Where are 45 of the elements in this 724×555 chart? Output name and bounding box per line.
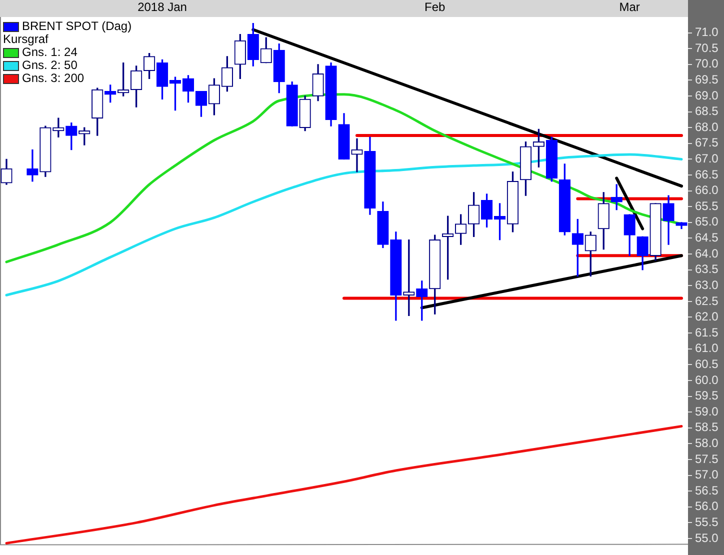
y-tick-label: 61.5 [695, 325, 719, 340]
y-tick-label: 69.5 [695, 72, 719, 87]
candlestick [26, 149, 38, 182]
y-tick-label: 71.0 [695, 25, 719, 40]
y-tick-label: 60.0 [695, 372, 719, 387]
y-tick-label: 67.0 [695, 152, 719, 166]
y-tick-label: 59.0 [695, 404, 719, 418]
y-tick-label: 56.5 [695, 483, 719, 498]
y-tick-label: 65.0 [695, 214, 719, 229]
legend-label: Gns. 1: 24 [22, 45, 78, 59]
y-tick-label: 66.5 [695, 167, 719, 182]
legend-title: Kursgraf [3, 32, 50, 46]
y-tick-label: 58.0 [695, 436, 719, 450]
y-tick-label: 68.5 [695, 104, 719, 118]
y-tick-label: 63.5 [695, 262, 719, 276]
legend-label: BRENT SPOT (Dag) [22, 19, 132, 33]
y-tick-label: 62.5 [695, 294, 719, 308]
y-tick-label: 55.5 [695, 514, 719, 529]
y-tick-label: 60.5 [695, 356, 719, 371]
y-tick-label: 65.5 [695, 198, 719, 213]
legend-label: Gns. 3: 200 [22, 71, 84, 85]
y-tick-label: 58.5 [695, 420, 719, 434]
y-tick-label: 59.5 [695, 388, 719, 403]
line-series [5, 153, 683, 296]
line-series [5, 425, 683, 544]
x-tick-label: Feb [424, 0, 446, 14]
y-tick-label: 57.5 [695, 452, 719, 466]
y-tick-label: 62.0 [695, 310, 719, 324]
x-tick-label: 2018 Jan [138, 0, 187, 14]
y-tick-label: 55.0 [695, 530, 719, 545]
y-tick-label: 68.0 [695, 120, 719, 134]
y-tick-label: 70.5 [695, 40, 719, 55]
y-tick-label: 61.0 [695, 341, 719, 356]
y-tick-label: 64.5 [695, 230, 719, 245]
x-tick-label: Mar [619, 0, 640, 14]
y-tick-label: 69.0 [695, 88, 719, 102]
y-tick-label: 67.5 [695, 136, 719, 150]
y-tick-label: 64.0 [695, 246, 719, 260]
legend-label: Gns. 2: 50 [22, 58, 78, 72]
y-tick-label: 57.0 [695, 468, 719, 482]
candlestick [351, 138, 363, 172]
y-tick-label: 66.0 [695, 183, 719, 198]
y-tick-label: 70.0 [695, 56, 719, 71]
y-tick-label: 63.0 [695, 278, 719, 292]
y-tick-label: 56.0 [695, 499, 719, 514]
